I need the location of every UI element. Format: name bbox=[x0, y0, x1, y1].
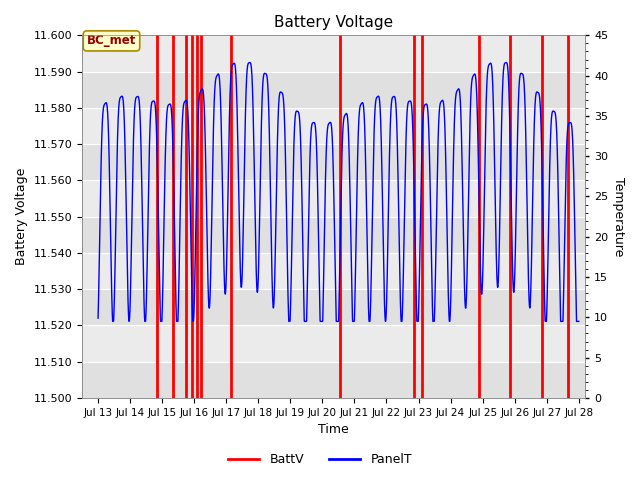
Bar bbox=[82, 144, 585, 180]
Y-axis label: Temperature: Temperature bbox=[612, 177, 625, 256]
Bar bbox=[82, 361, 585, 398]
Bar bbox=[82, 72, 585, 108]
Text: BC_met: BC_met bbox=[87, 35, 136, 48]
Bar bbox=[82, 36, 585, 72]
Bar bbox=[82, 253, 585, 289]
Legend: BattV, PanelT: BattV, PanelT bbox=[223, 448, 417, 471]
Bar bbox=[82, 108, 585, 144]
Title: Battery Voltage: Battery Voltage bbox=[274, 15, 393, 30]
Bar bbox=[82, 325, 585, 361]
Y-axis label: Battery Voltage: Battery Voltage bbox=[15, 168, 28, 265]
Bar bbox=[82, 289, 585, 325]
Bar bbox=[82, 180, 585, 216]
X-axis label: Time: Time bbox=[318, 423, 349, 436]
Bar bbox=[82, 216, 585, 253]
